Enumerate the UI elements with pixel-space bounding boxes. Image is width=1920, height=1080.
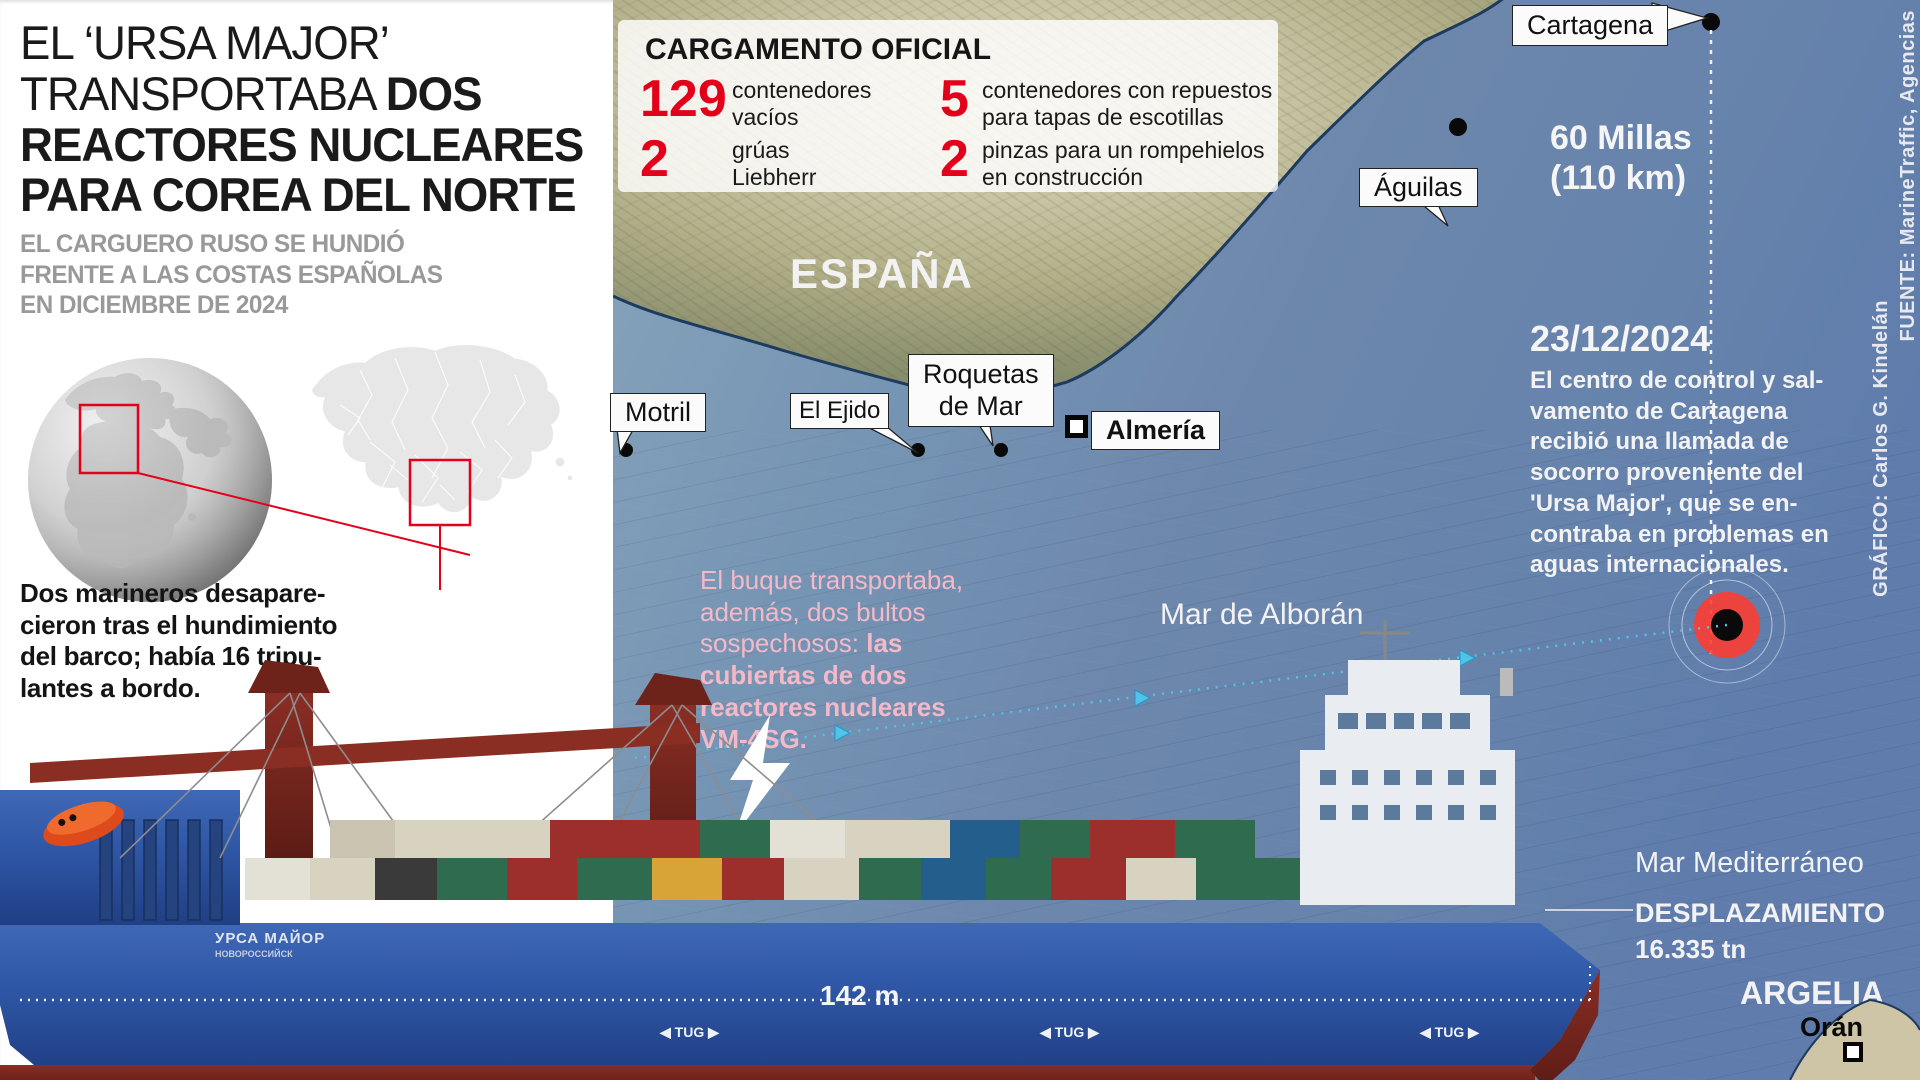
svg-text:142 m: 142 m — [820, 980, 899, 1011]
svg-text:◀ TUG ▶: ◀ TUG ▶ — [1039, 1024, 1100, 1040]
svg-text:◀ TUG ▶: ◀ TUG ▶ — [1419, 1024, 1480, 1040]
svg-text:УРСА МАЙОР: УРСА МАЙОР — [215, 929, 325, 947]
svg-text:◀ TUG ▶: ◀ TUG ▶ — [659, 1024, 720, 1040]
svg-text:НОВОРОССИЙСК: НОВОРОССИЙСК — [215, 948, 293, 959]
